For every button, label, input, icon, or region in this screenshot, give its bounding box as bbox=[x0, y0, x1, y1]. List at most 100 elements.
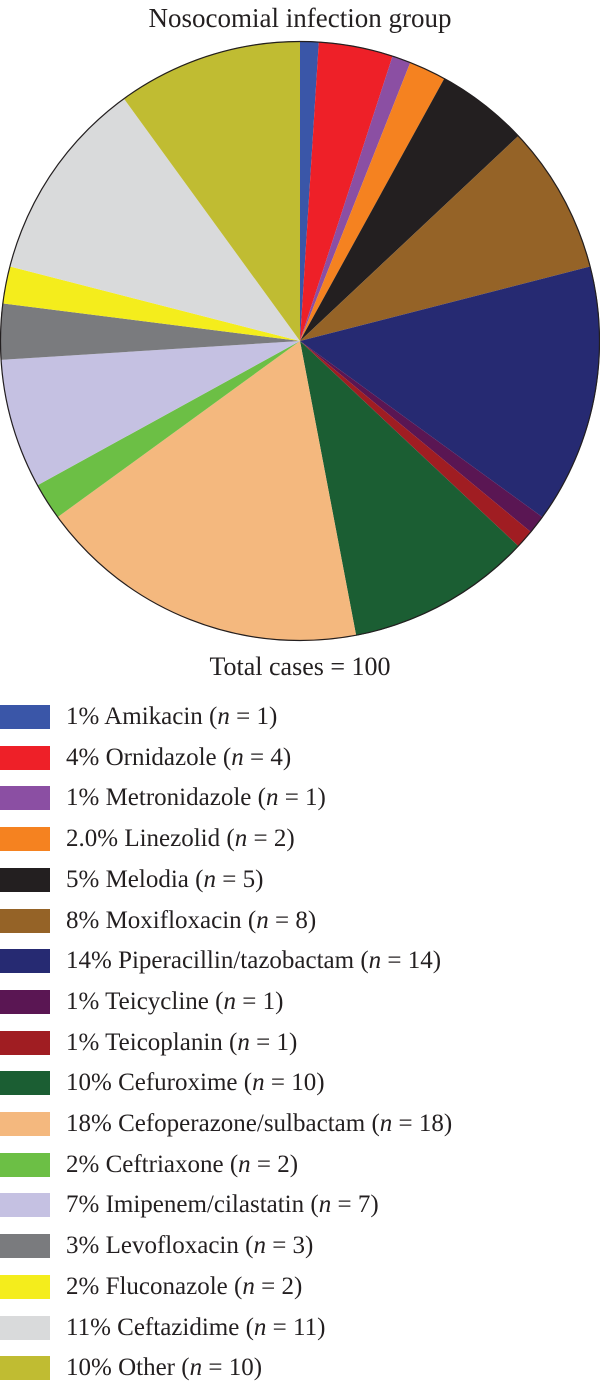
legend-count: 2 bbox=[277, 1150, 290, 1178]
legend-drug-name: Linezolid bbox=[124, 825, 221, 853]
legend-drug-name: Moxifloxacin bbox=[105, 906, 242, 934]
legend-percent: 2.0% bbox=[66, 825, 119, 853]
legend-percent: 7% bbox=[66, 1191, 100, 1219]
pie-slice-cefuroxime bbox=[300, 341, 519, 636]
legend-swatch bbox=[0, 867, 50, 892]
legend-label: 4% Ornidazole (n = 4) bbox=[66, 743, 292, 771]
legend-item: 10% Cefuroxime (n = 10) bbox=[0, 1066, 325, 1100]
pie-slice-ceftazidime bbox=[9, 98, 301, 341]
legend-percent: 10% bbox=[66, 1354, 112, 1382]
legend-percent: 2% bbox=[66, 1150, 100, 1178]
legend-percent: 1% bbox=[66, 1028, 100, 1056]
pie-slice-ornidazole bbox=[300, 41, 393, 342]
legend-label: 10% Cefuroxime (n = 10) bbox=[66, 1069, 325, 1097]
pie-slice-cefoperazone-sulbactam bbox=[57, 341, 357, 642]
legend-label: 11% Ceftazidime (n = 11) bbox=[66, 1313, 326, 1341]
pie-slice-teicoplanin bbox=[300, 341, 532, 547]
legend-percent: 1% bbox=[66, 987, 100, 1015]
legend-drug-name: Melodia bbox=[105, 865, 189, 893]
legend-item: 7% Imipenem/cilastatin (n = 7) bbox=[0, 1188, 379, 1222]
legend-swatch bbox=[0, 1152, 50, 1177]
pie-slices bbox=[0, 40, 600, 642]
pie-slice-imipenem-cilastatin bbox=[0, 341, 301, 486]
legend-drug-name: Ornidazole bbox=[105, 743, 217, 771]
legend-label: 1% Metronidazole (n = 1) bbox=[66, 784, 326, 812]
legend-label: 1% Amikacin (n = 1) bbox=[66, 703, 278, 730]
legend-drug-name: Cefuroxime bbox=[118, 1069, 238, 1097]
legend-count: 1 bbox=[276, 1028, 289, 1056]
legend-swatch bbox=[0, 989, 50, 1014]
pie-slice-fluconazole bbox=[2, 266, 301, 341]
chart-title: Nosocomial infection group bbox=[148, 3, 452, 33]
legend-count: 1 bbox=[256, 703, 269, 730]
legend-label: 2% Ceftriaxone (n = 2) bbox=[66, 1150, 299, 1178]
legend-drug-name: Metronidazole bbox=[105, 784, 252, 812]
legend-swatch bbox=[0, 1030, 50, 1055]
legend-percent: 4% bbox=[66, 743, 100, 771]
legend-drug-name: Teicycline bbox=[105, 987, 209, 1015]
legend-label: 8% Moxifloxacin (n = 8) bbox=[66, 906, 317, 934]
legend-item: 3% Levofloxacin (n = 3) bbox=[0, 1229, 313, 1263]
pie-chart bbox=[0, 40, 600, 642]
legend-drug-name: Cefoperazone/sulbactam bbox=[118, 1110, 366, 1137]
legend-label: 2% Fluconazole (n = 2) bbox=[66, 1272, 303, 1300]
legend-label: 1% Teicoplanin (n = 1) bbox=[66, 1028, 298, 1056]
legend-label: 2.0% Linezolid (n = 2) bbox=[66, 825, 295, 853]
legend-percent: 18% bbox=[66, 1110, 112, 1137]
legend-percent: 2% bbox=[66, 1272, 100, 1300]
legend-percent: 8% bbox=[66, 906, 100, 934]
total-cases-label: Total cases = 100 bbox=[209, 652, 391, 681]
legend-item: 1% Amikacin (n = 1) bbox=[0, 700, 277, 734]
legend-swatch bbox=[0, 827, 50, 852]
legend-drug-name: Piperacillin/tazobactam bbox=[118, 947, 355, 975]
pie-slice-amikacin bbox=[300, 40, 319, 341]
legend-item: 18% Cefoperazone/sulbactam (n = 18) bbox=[0, 1107, 452, 1141]
legend-count: 2 bbox=[273, 825, 287, 853]
legend-label: 10% Other (n = 10) bbox=[66, 1354, 263, 1382]
pie-slice-linezolid bbox=[300, 62, 445, 341]
legend-swatch bbox=[0, 745, 50, 770]
pie-slice-teicycline bbox=[300, 341, 543, 533]
legend-count: 2 bbox=[281, 1272, 294, 1300]
legend-drug-name: Amikacin bbox=[104, 703, 203, 730]
legend-item: 1% Teicycline (n = 1) bbox=[0, 985, 283, 1019]
legend-swatch bbox=[0, 1234, 50, 1259]
legend-swatch bbox=[0, 1274, 50, 1299]
legend-label: 1% Teicycline (n = 1) bbox=[66, 987, 284, 1015]
legend-count: 14 bbox=[407, 947, 433, 975]
legend-drug-name: Ceftazidime bbox=[117, 1313, 240, 1341]
legend-count: 1 bbox=[262, 987, 276, 1015]
pie-slice-piperacillin-tazobactam bbox=[300, 266, 600, 518]
pie-slice-metronidazole bbox=[300, 55, 411, 342]
legend-item: 1% Metronidazole (n = 1) bbox=[0, 781, 326, 815]
legend-percent: 10% bbox=[66, 1069, 112, 1097]
legend-count: 3 bbox=[292, 1232, 306, 1260]
legend-label: 14% Piperacillin/tazobactam (n = 14) bbox=[66, 947, 442, 975]
legend-percent: 14% bbox=[66, 947, 112, 975]
legend-label: 5% Melodia (n = 5) bbox=[66, 865, 264, 893]
legend-count: 8 bbox=[295, 906, 308, 934]
legend-drug-name: Other bbox=[118, 1354, 175, 1382]
legend-percent: 1% bbox=[66, 784, 100, 812]
legend-count: 7 bbox=[357, 1191, 371, 1219]
legend-item: 1% Teicoplanin (n = 1) bbox=[0, 1026, 297, 1060]
legend-count: 18 bbox=[418, 1110, 444, 1137]
legend-item: 14% Piperacillin/tazobactam (n = 14) bbox=[0, 944, 441, 978]
legend-swatch bbox=[0, 1315, 50, 1340]
legend-swatch bbox=[0, 705, 50, 729]
legend-percent: 11% bbox=[66, 1313, 111, 1341]
legend-item: 2.0% Linezolid (n = 2) bbox=[0, 822, 295, 856]
legend-drug-name: Imipenem/cilastatin bbox=[105, 1191, 305, 1219]
legend-count: 10 bbox=[291, 1069, 317, 1097]
legend-item: 8% Moxifloxacin (n = 8) bbox=[0, 904, 316, 938]
pie-slice-moxifloxacin bbox=[300, 135, 591, 341]
legend-swatch bbox=[0, 1071, 50, 1096]
legend-percent: 3% bbox=[66, 1232, 100, 1260]
legend-item: 10% Other (n = 10) bbox=[0, 1351, 262, 1385]
legend-drug-name: Fluconazole bbox=[105, 1272, 228, 1300]
legend-drug-name: Ceftriaxone bbox=[105, 1150, 224, 1178]
legend-percent: 5% bbox=[66, 865, 100, 893]
pie-slice-other bbox=[123, 41, 300, 341]
legend-count: 5 bbox=[242, 865, 256, 893]
legend-swatch bbox=[0, 949, 50, 974]
